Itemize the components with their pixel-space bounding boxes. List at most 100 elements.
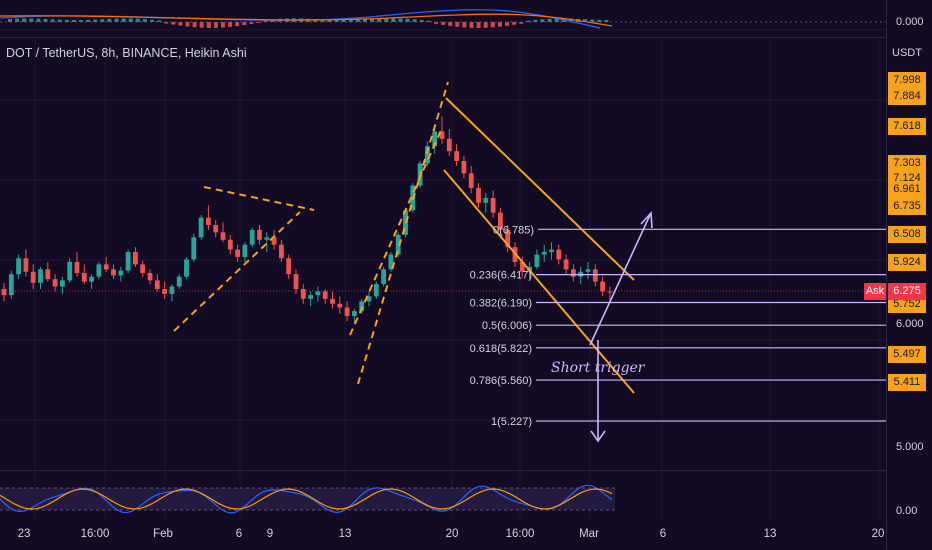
macd-histogram-bar (327, 19, 332, 22)
time-axis-label: 6 (235, 528, 243, 540)
price-axis-border (886, 0, 887, 550)
candle-body (293, 274, 299, 289)
candle-body (498, 212, 503, 230)
candle-body (279, 244, 284, 259)
candle-body (308, 295, 313, 299)
candle-body (359, 301, 365, 312)
fib-level-label: 0.618(5.822) (470, 343, 532, 355)
macd-histogram-bar (71, 19, 76, 22)
macd-histogram-bar (469, 22, 474, 28)
projection-up-line (589, 214, 651, 346)
time-axis-label: 23 (17, 528, 31, 540)
macd-histogram-bar (320, 19, 325, 22)
time-axis-label: 16:00 (80, 528, 110, 540)
macd-histogram-bar (590, 19, 595, 22)
candle-body (206, 217, 211, 225)
candle-body (541, 252, 547, 255)
short-trigger-annotation: Short trigger (551, 360, 646, 376)
panel-separator-top (0, 37, 886, 38)
candle-body (563, 259, 569, 270)
macd-histogram-bar (199, 22, 204, 28)
macd-histogram-bar (22, 18, 27, 22)
macd-histogram-bar (441, 22, 446, 25)
channel-lower-line (443, 169, 635, 394)
macd-histogram-bar (128, 18, 133, 22)
macd-histogram-bar (256, 22, 261, 24)
macd-histogram-bar (419, 19, 424, 22)
macd-histogram-bar (377, 18, 382, 22)
candle-body (592, 269, 598, 282)
macd-histogram-bar (164, 22, 169, 24)
macd-histogram-bar (497, 22, 502, 27)
macd-histogram-bar (604, 19, 609, 22)
candle-body (286, 258, 292, 275)
signal-line (0, 13, 613, 27)
macd-histogram-bar (348, 19, 353, 22)
macd-histogram-bar (79, 19, 83, 22)
macd-histogram-bar (64, 19, 69, 22)
candle-body (162, 288, 167, 294)
symbol-title[interactable]: DOT / TetherUS, 8h, BINANCE, Heikin Ashi (6, 46, 247, 60)
price-tag: 6.735 (888, 198, 926, 215)
macd-histogram-bar (512, 22, 517, 25)
candle-body (227, 239, 233, 250)
candle-body (344, 307, 350, 317)
candle-body (89, 276, 94, 282)
impulse-line-lower (349, 127, 443, 336)
macd-histogram-bar (355, 19, 360, 22)
grid-lines (0, 29, 886, 520)
macd-histogram-bar (242, 22, 247, 26)
candle-body (38, 269, 43, 283)
candle-body (519, 261, 525, 272)
macd-histogram-bar (142, 19, 147, 22)
macd-histogram-bar (135, 18, 140, 22)
candle-body (432, 131, 438, 147)
macd-histogram-bar (100, 19, 105, 22)
macd-histogram-bar (363, 19, 367, 22)
candle-body (330, 298, 335, 304)
candle-body (23, 258, 29, 272)
macd-histogram-bar (235, 22, 240, 27)
candle-body (60, 280, 65, 287)
macd-histogram-bar (57, 19, 62, 22)
arrow-up-icon (640, 211, 653, 229)
candle-body (125, 252, 131, 271)
candle-body (425, 146, 430, 164)
drawing-overlays: Short trigger (173, 81, 653, 443)
ask-label: Ask (864, 283, 886, 300)
candle-body (81, 272, 87, 282)
macd-histogram-bar (15, 18, 20, 22)
panel-separator-bottom (0, 470, 886, 471)
time-axis-label: Mar (579, 528, 599, 540)
fib-level-label: 0(6.785) (493, 224, 534, 236)
candle-body (74, 261, 80, 273)
time-axis-label: 20 (871, 528, 885, 540)
impulse-line-upper (357, 81, 449, 385)
candle-body (111, 269, 116, 276)
price-tag: 7.303 (888, 155, 926, 172)
time-axis-label: 13 (338, 528, 352, 540)
macd-histogram-bar (185, 22, 190, 27)
triangle-upper-line (203, 186, 315, 211)
macd-histogram-bar (540, 19, 545, 22)
fib-level-label: 0.382(6.190) (470, 298, 532, 310)
fibonacci-retracement: 0(6.785) 0.236(6.417) 0.382(6.190) 0.5(6.00… (470, 224, 886, 428)
candle-body (198, 217, 204, 238)
macd-histogram-bar (505, 22, 509, 26)
candle-body (483, 197, 489, 203)
macd-histogram-bar (391, 18, 396, 22)
candle-body (147, 272, 153, 281)
candle-body (1, 288, 7, 296)
candle-body (140, 264, 146, 273)
macd-histogram-bar (114, 18, 119, 22)
candle-body (337, 303, 343, 308)
last-price-tag: 6.275 (888, 283, 926, 300)
candle-body (264, 237, 270, 240)
macd-histogram-bar (341, 19, 346, 22)
candle-body (16, 258, 21, 275)
price-tag: 5.752 (888, 296, 926, 313)
macd-histogram-bar (554, 18, 559, 22)
triangle-lower-line (173, 211, 301, 332)
macd-histogram-bar (29, 18, 34, 22)
